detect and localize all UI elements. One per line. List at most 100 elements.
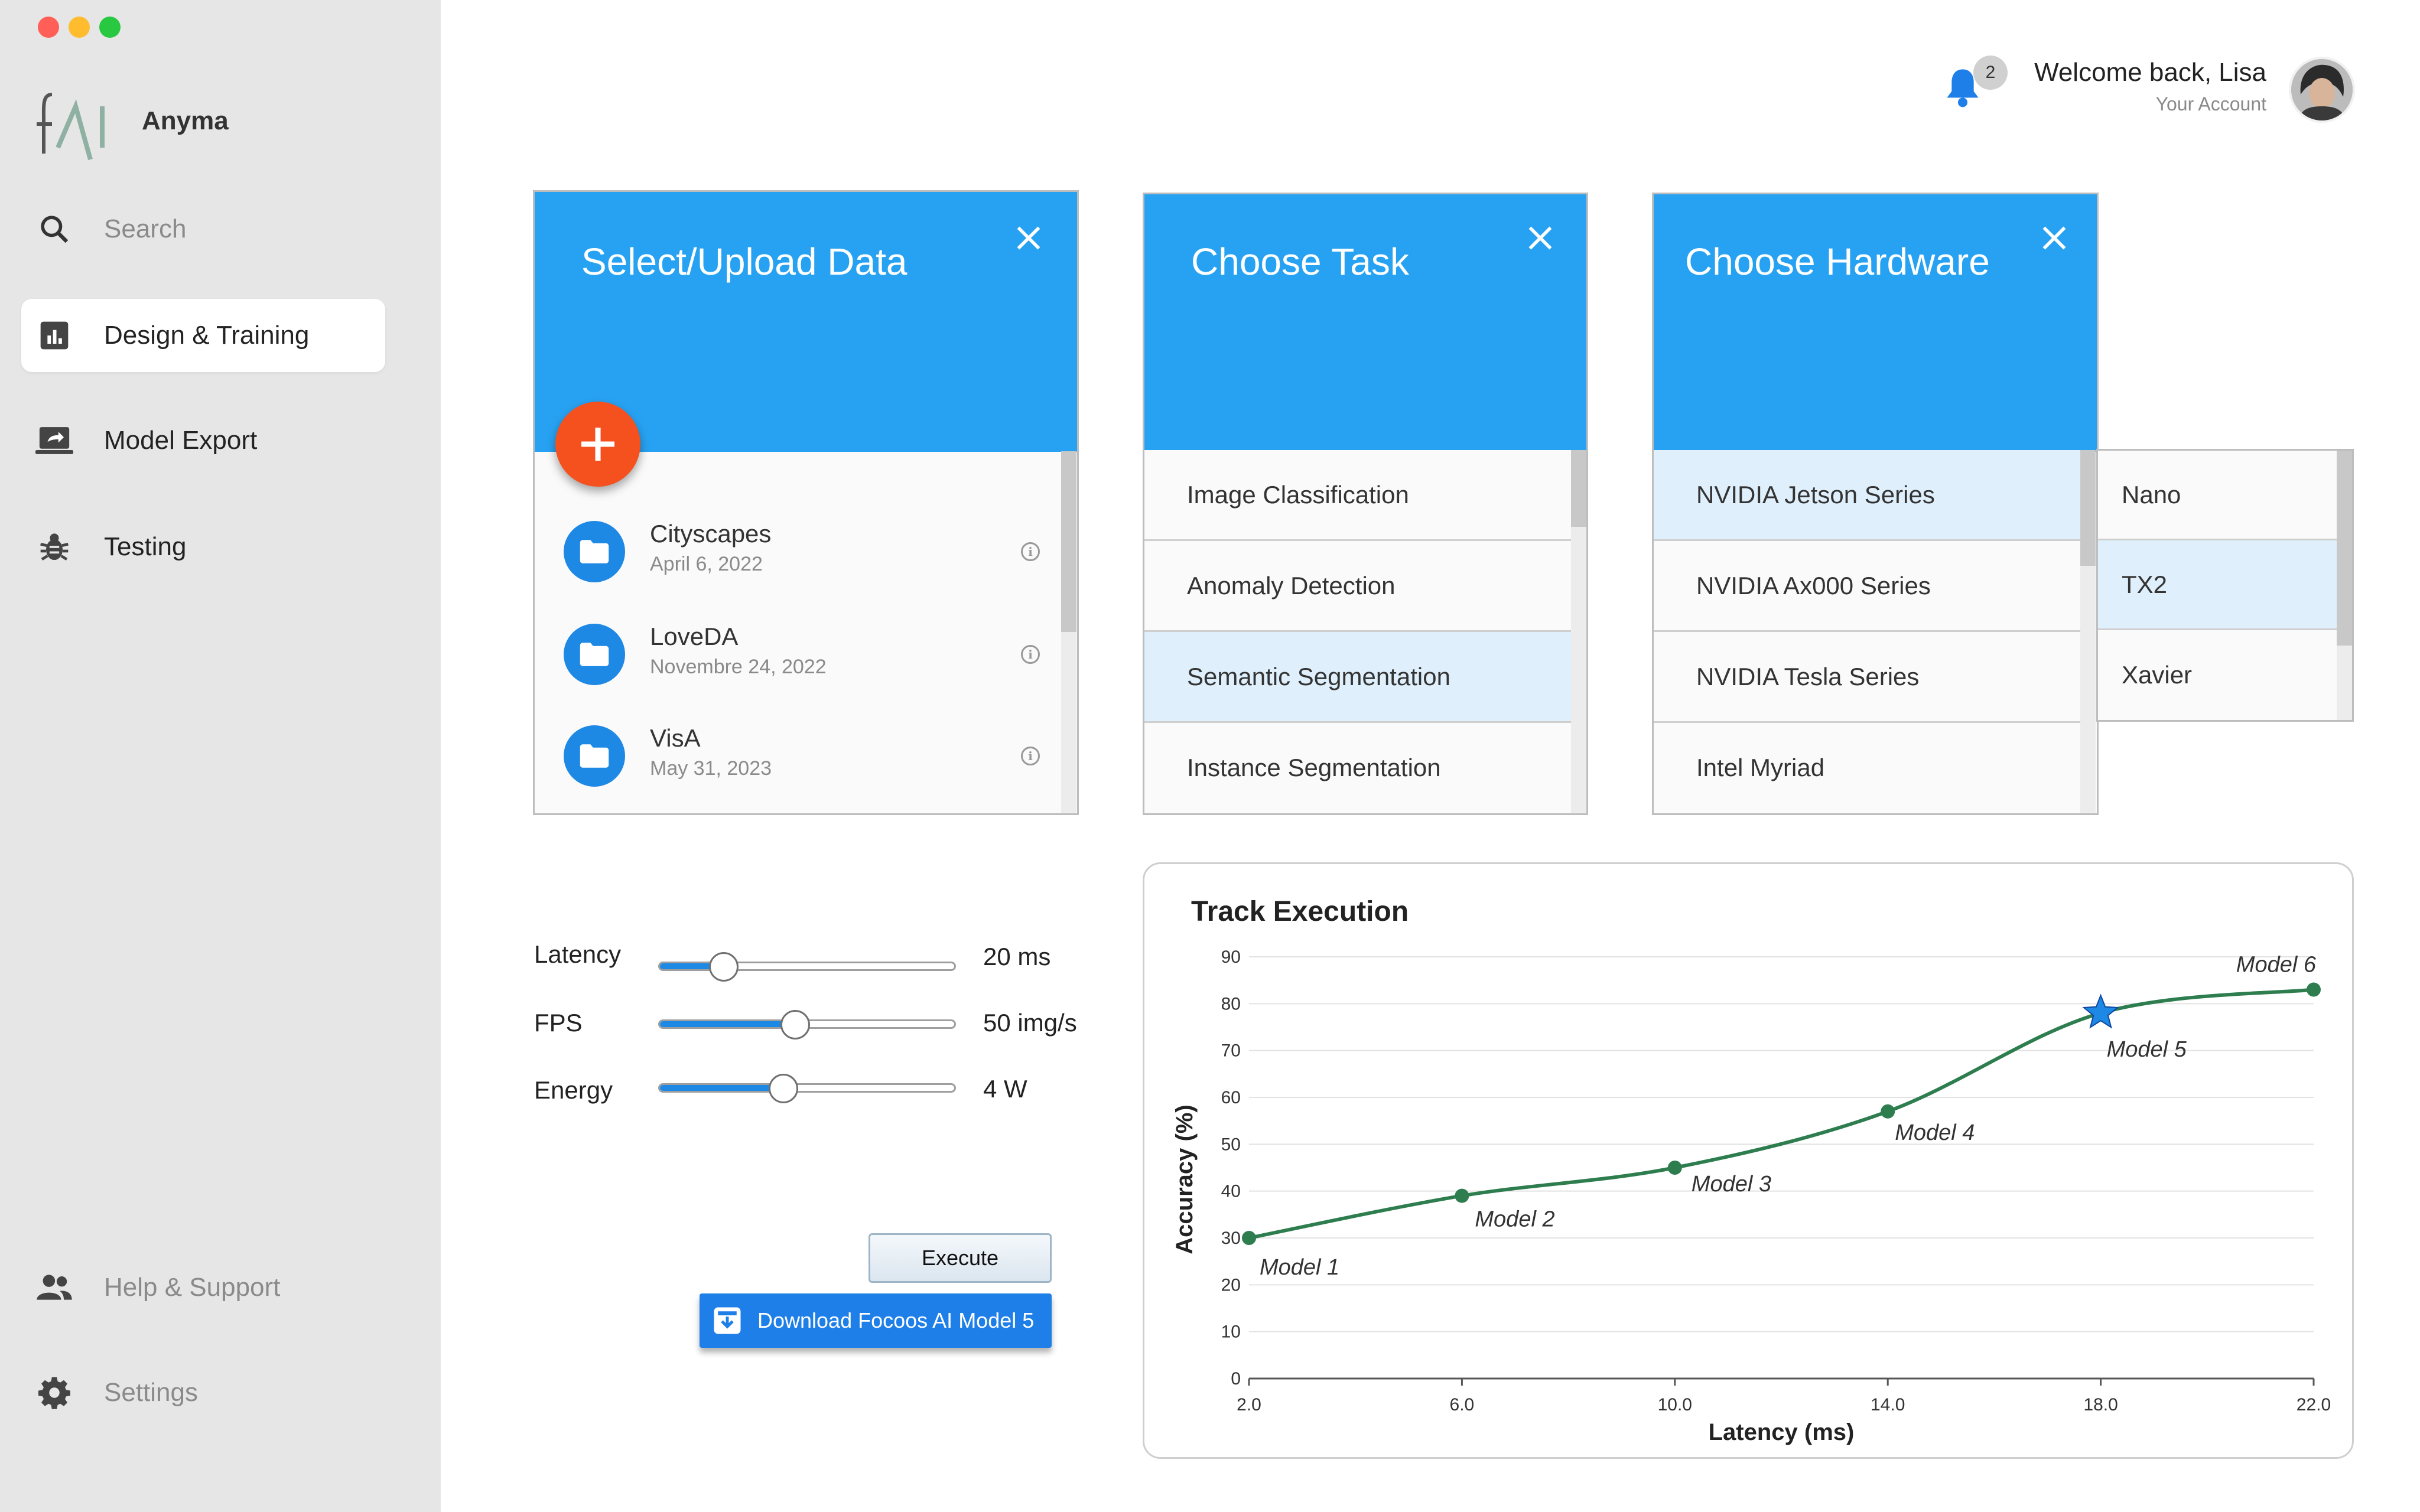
scrollbar-thumb[interactable] xyxy=(2080,450,2096,566)
task-option-image-classification[interactable]: Image Classification xyxy=(1144,450,1571,541)
task-option-label: Instance Segmentation xyxy=(1187,754,1441,781)
hardware-panel-scrollbar[interactable] xyxy=(2080,450,2096,813)
sidebar-item-help-support[interactable]: Help & Support xyxy=(21,1251,385,1324)
track-execution-panel xyxy=(1143,862,2354,1459)
task-option-semantic-segmentation[interactable]: Semantic Segmentation xyxy=(1144,632,1571,723)
bug-icon xyxy=(35,528,73,566)
fps-label: FPS xyxy=(534,1009,583,1037)
add-data-button[interactable] xyxy=(555,402,640,487)
sidebar-item-settings[interactable]: Settings xyxy=(21,1356,385,1429)
latency-label: Latency xyxy=(534,940,622,968)
search-icon xyxy=(35,210,73,248)
task-option-anomaly-detection[interactable]: Anomaly Detection xyxy=(1144,541,1571,632)
folder-icon xyxy=(564,521,625,582)
sidebar-item-label: Help & Support xyxy=(104,1273,281,1302)
download-model-label: Download Focoos AI Model 5 xyxy=(757,1308,1035,1332)
download-model-button[interactable]: Download Focoos AI Model 5 xyxy=(700,1293,1052,1348)
slider-thumb[interactable] xyxy=(708,952,739,982)
sidebar-item-design-training[interactable]: Design & Training xyxy=(21,299,385,372)
task-option-label: Image Classification xyxy=(1187,480,1409,509)
y-tick-label: 10 xyxy=(1221,1322,1241,1342)
data-label: Model 6 xyxy=(2236,953,2317,977)
info-icon[interactable]: i xyxy=(1021,542,1040,561)
hardware-device-xavier[interactable]: Xavier xyxy=(2098,630,2337,720)
notification-count-badge: 2 xyxy=(1973,56,2008,90)
hardware-panel-title: Choose Hardware xyxy=(1685,240,1990,283)
data-label: Model 5 xyxy=(2107,1037,2187,1062)
dataset-date: Novembre 24, 2022 xyxy=(650,656,827,678)
bar-chart-icon xyxy=(35,317,73,354)
hardware-series-label: NVIDIA Ax000 Series xyxy=(1696,571,1931,599)
hardware-series-intel-myriad[interactable]: Intel Myriad xyxy=(1654,723,2080,813)
info-icon[interactable]: i xyxy=(1021,747,1040,765)
task-option-label: Semantic Segmentation xyxy=(1187,662,1450,690)
info-icon[interactable]: i xyxy=(1021,645,1040,664)
scrollbar-thumb[interactable] xyxy=(1061,451,1076,632)
sidebar-item-label: Search xyxy=(104,214,187,243)
data-label: Model 1 xyxy=(1260,1255,1339,1280)
hardware-device-nano[interactable]: Nano xyxy=(2098,451,2337,540)
y-tick-label: 0 xyxy=(1231,1369,1241,1389)
energy-label: Energy xyxy=(534,1076,613,1104)
hardware-series-label: NVIDIA Jetson Series xyxy=(1696,480,1935,509)
y-tick-label: 60 xyxy=(1221,1088,1241,1107)
close-icon[interactable] xyxy=(1525,223,1555,253)
hardware-series-label: NVIDIA Tesla Series xyxy=(1696,662,1920,690)
data-panel xyxy=(533,190,1079,815)
anyma-logo xyxy=(37,93,105,161)
y-tick-label: 20 xyxy=(1221,1275,1241,1295)
close-icon[interactable] xyxy=(2040,223,2069,253)
bell-icon[interactable] xyxy=(1944,66,1982,109)
dataset-date: April 6, 2022 xyxy=(650,553,763,575)
x-tick-label: 18.0 xyxy=(2083,1395,2118,1415)
data-point xyxy=(2307,982,2321,997)
window-minimize-button[interactable] xyxy=(69,17,90,38)
y-tick-label: 30 xyxy=(1221,1228,1241,1248)
execute-button[interactable]: Execute xyxy=(869,1233,1052,1283)
sidebar-item-testing[interactable]: Testing xyxy=(21,510,385,584)
sidebar: Anyma Search Design & Training Model Exp… xyxy=(0,0,441,1512)
avatar[interactable] xyxy=(2289,57,2355,123)
scrollbar-thumb[interactable] xyxy=(2337,451,2352,646)
hardware-device-label: Xavier xyxy=(2122,661,2193,689)
welcome-text: Welcome back, Lisa xyxy=(2034,58,2266,87)
data-point xyxy=(1667,1161,1682,1175)
energy-value: 4 W xyxy=(983,1075,1027,1103)
window-maximize-button[interactable] xyxy=(99,17,121,38)
close-icon[interactable] xyxy=(1014,223,1043,253)
task-option-instance-segmentation[interactable]: Instance Segmentation xyxy=(1144,723,1571,813)
x-tick-label: 22.0 xyxy=(2297,1395,2331,1415)
hardware-device-tx2[interactable]: TX2 xyxy=(2098,540,2337,630)
sidebar-item-search[interactable]: Search xyxy=(21,193,385,266)
slider-track xyxy=(658,962,956,971)
window-close-button[interactable] xyxy=(38,17,59,38)
hardware-series-nvidia-tesla[interactable]: NVIDIA Tesla Series xyxy=(1654,632,2080,723)
task-panel-scrollbar[interactable] xyxy=(1571,450,1586,813)
dataset-item-loveda[interactable]: LoveDA Novembre 24, 2022 i xyxy=(534,605,1060,703)
sidebar-item-model-export[interactable]: Model Export xyxy=(21,404,385,477)
download-box-icon xyxy=(714,1307,741,1334)
data-panel-scrollbar[interactable] xyxy=(1061,451,1076,813)
fps-slider[interactable] xyxy=(658,1010,956,1040)
gear-icon xyxy=(35,1374,73,1412)
latency-slider[interactable] xyxy=(658,952,956,982)
y-tick-label: 70 xyxy=(1221,1041,1241,1061)
hardware-series-nvidia-jetson[interactable]: NVIDIA Jetson Series xyxy=(1654,450,2080,541)
slider-thumb[interactable] xyxy=(780,1010,810,1040)
dataset-name: Cityscapes xyxy=(650,520,772,548)
energy-slider[interactable] xyxy=(658,1074,956,1103)
dataset-item-cityscapes[interactable]: Cityscapes April 6, 2022 i xyxy=(534,502,1060,600)
device-list-scrollbar[interactable] xyxy=(2337,451,2352,720)
scrollbar-thumb[interactable] xyxy=(1571,450,1586,527)
data-point xyxy=(1242,1231,1256,1245)
hardware-device-label: TX2 xyxy=(2122,570,2168,598)
your-account-link[interactable]: Your Account xyxy=(2155,93,2266,115)
hardware-series-nvidia-ax000[interactable]: NVIDIA Ax000 Series xyxy=(1654,541,2080,632)
dataset-name: VisA xyxy=(650,724,701,752)
dataset-item-visa[interactable]: VisA May 31, 2023 i xyxy=(534,706,1060,804)
dataset-name: LoveDA xyxy=(650,623,739,650)
task-panel-header xyxy=(1144,194,1586,452)
y-tick-label: 90 xyxy=(1221,947,1241,967)
slider-fill xyxy=(660,1021,796,1027)
slider-thumb[interactable] xyxy=(768,1074,798,1103)
